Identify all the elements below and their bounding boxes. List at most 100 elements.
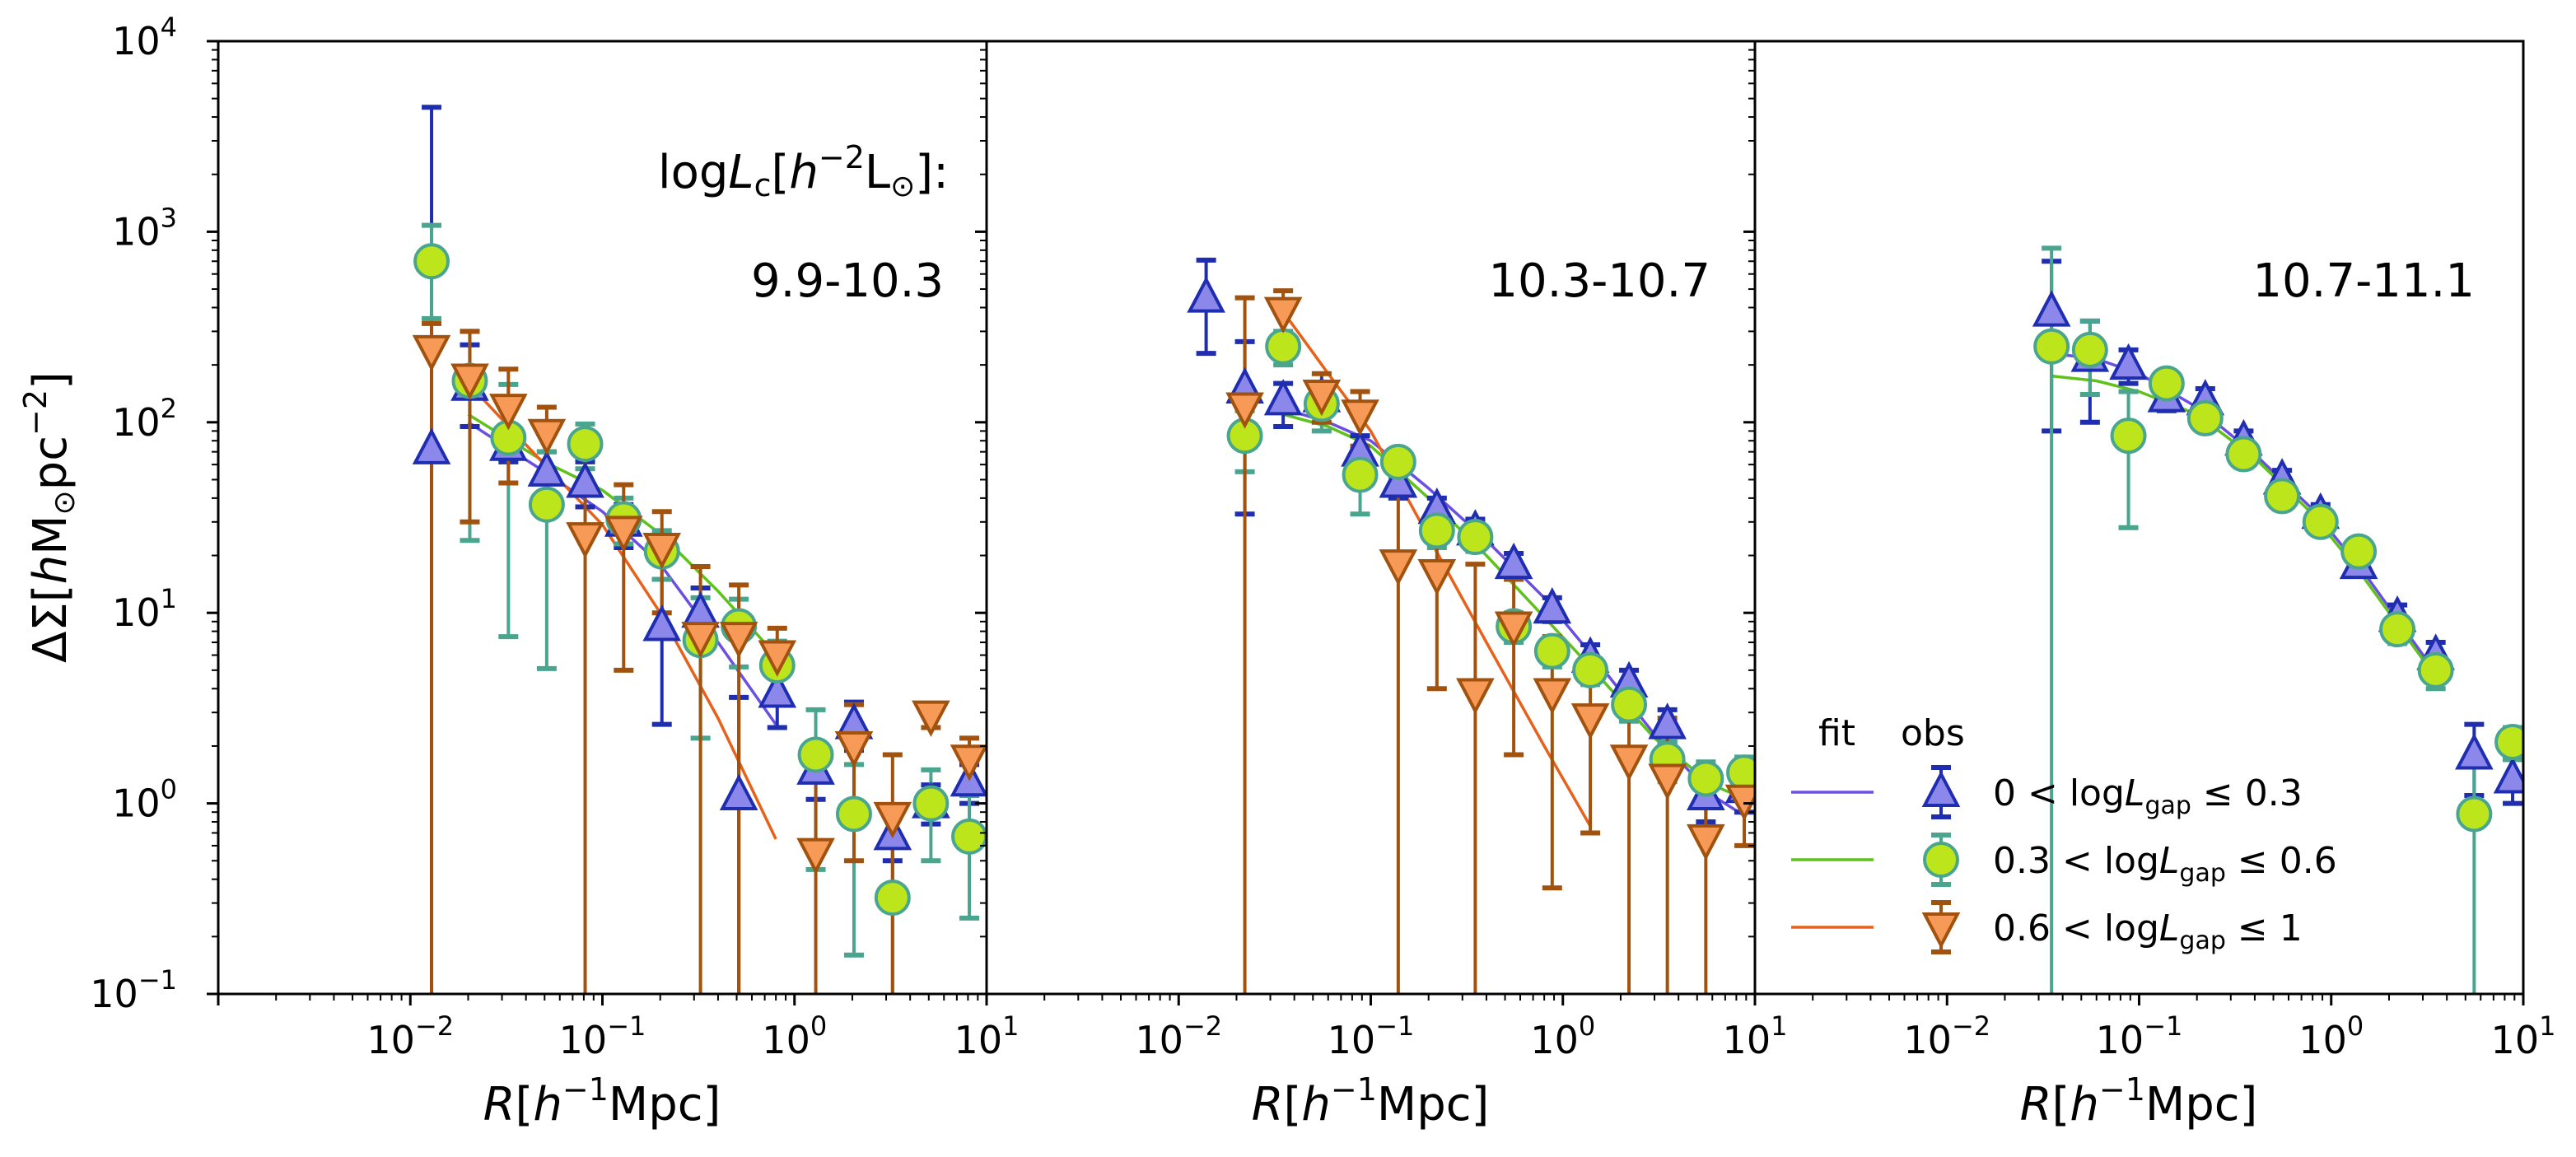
data-point bbox=[2033, 328, 2070, 365]
data-point bbox=[1572, 651, 1609, 688]
data-point bbox=[527, 450, 567, 487]
y-tick-label: 101 bbox=[112, 583, 177, 635]
x-tick-label: 10−2 bbox=[1135, 1010, 1222, 1062]
data-point bbox=[797, 736, 834, 773]
data-point bbox=[642, 604, 682, 641]
data-point bbox=[450, 363, 489, 400]
bin-label: 10.3-10.7 bbox=[1488, 254, 1710, 308]
y-axis-label: ΔΣ[hM⊙pc−2] bbox=[17, 371, 82, 663]
x-tick-label: 10−1 bbox=[559, 1010, 646, 1062]
data-point bbox=[758, 640, 797, 677]
x-tick-label: 10−1 bbox=[2096, 1010, 2183, 1062]
x-tick-label: 101 bbox=[954, 1010, 1020, 1062]
data-point bbox=[681, 622, 720, 659]
data-point bbox=[1611, 686, 1648, 723]
data-point bbox=[2225, 436, 2262, 473]
data-point bbox=[1263, 296, 1303, 334]
data-point bbox=[2456, 795, 2493, 833]
bin-label: 10.7-11.1 bbox=[2252, 254, 2475, 308]
data-point bbox=[796, 837, 835, 875]
data-point bbox=[1457, 519, 1494, 556]
x-tick-label: 10−1 bbox=[1328, 1010, 1415, 1062]
data-point bbox=[758, 671, 797, 708]
data-point bbox=[1379, 443, 1416, 480]
data-point bbox=[719, 773, 758, 811]
data-point bbox=[874, 879, 911, 917]
data-point bbox=[2455, 733, 2494, 770]
data-point bbox=[1263, 379, 1303, 416]
data-points bbox=[2032, 290, 2523, 833]
data-point bbox=[1687, 823, 1725, 861]
data-point bbox=[1225, 392, 1264, 429]
data-point bbox=[2302, 503, 2339, 540]
x-axis-label: R[h−1Mpc] bbox=[1252, 1071, 1490, 1131]
data-point bbox=[2264, 478, 2301, 515]
data-point bbox=[1609, 744, 1649, 781]
bin-label: 9.9-10.3 bbox=[751, 254, 944, 308]
data-point bbox=[1687, 760, 1724, 797]
data-point bbox=[412, 334, 451, 372]
luminosity-label: logLc[h−2L⊙]: bbox=[658, 139, 949, 203]
legend-fit-header: fit bbox=[1818, 712, 1855, 754]
data-point bbox=[2494, 724, 2523, 761]
triangle-down-icon bbox=[1921, 912, 1961, 949]
data-point bbox=[1456, 678, 1495, 715]
data-point bbox=[873, 801, 912, 839]
data-point bbox=[1265, 328, 1302, 365]
x-tick-label: 100 bbox=[762, 1010, 827, 1062]
data-point bbox=[1533, 678, 1572, 715]
data-point bbox=[528, 486, 565, 523]
data-point bbox=[912, 785, 950, 822]
data-point bbox=[2071, 331, 2108, 368]
data-point bbox=[567, 426, 604, 463]
data-point bbox=[950, 744, 987, 781]
y-tick-label: 102 bbox=[112, 393, 177, 445]
data-point bbox=[1187, 276, 1225, 313]
data-point bbox=[1418, 512, 1455, 549]
data-point bbox=[2032, 290, 2071, 327]
data-point bbox=[2186, 399, 2224, 436]
fit-line bbox=[2051, 352, 2430, 664]
triangle-up-icon bbox=[1921, 770, 1961, 807]
x-tick-label: 10−2 bbox=[366, 1010, 454, 1062]
data-point bbox=[566, 461, 604, 498]
data-point bbox=[719, 622, 758, 659]
legend: fit obs 0 < logLgap ≤ 0.3 0.3 < logLgap ≤… bbox=[1791, 712, 2337, 955]
data-point bbox=[2340, 533, 2378, 570]
data-point bbox=[1379, 549, 1418, 586]
x-tick-label: 100 bbox=[2298, 1010, 2364, 1062]
error-bars bbox=[2042, 245, 2523, 994]
fit-line bbox=[467, 382, 777, 840]
data-point bbox=[1570, 703, 1610, 740]
x-tick-label: 101 bbox=[1723, 1010, 1788, 1062]
y-tick-label: 10−1 bbox=[90, 964, 177, 1016]
data-point bbox=[2417, 651, 2454, 688]
y-tick-label: 103 bbox=[112, 202, 177, 254]
data-point bbox=[681, 590, 720, 628]
x-tick-label: 10−2 bbox=[1903, 1010, 1990, 1062]
data-point bbox=[2148, 365, 2185, 402]
data-point bbox=[1494, 611, 1533, 648]
data-point bbox=[834, 730, 874, 768]
data-point bbox=[489, 394, 528, 431]
error-bars bbox=[1196, 257, 1755, 994]
data-point bbox=[1533, 587, 1572, 624]
plot-frame bbox=[985, 40, 1757, 996]
legend-obs-header: obs bbox=[1901, 712, 1965, 754]
data-point bbox=[1379, 461, 1418, 498]
data-point bbox=[1648, 763, 1687, 800]
fit-line bbox=[2051, 374, 2430, 668]
data-point bbox=[1341, 399, 1379, 436]
legend-entry-label: 0.3 < logLgap ≤ 0.6 bbox=[1993, 840, 2337, 888]
data-point bbox=[1648, 702, 1687, 739]
data-point bbox=[951, 818, 987, 855]
fit-line bbox=[467, 421, 777, 725]
data-point bbox=[1494, 542, 1533, 580]
data-point bbox=[412, 427, 451, 464]
y-tick-label: 100 bbox=[112, 774, 177, 826]
legend-entry-label: 0 < logLgap ≤ 0.3 bbox=[1993, 772, 2303, 820]
data-point bbox=[642, 532, 682, 570]
circle-icon bbox=[1923, 842, 1959, 878]
x-axis-label: R[h−1Mpc] bbox=[2020, 1071, 2258, 1131]
